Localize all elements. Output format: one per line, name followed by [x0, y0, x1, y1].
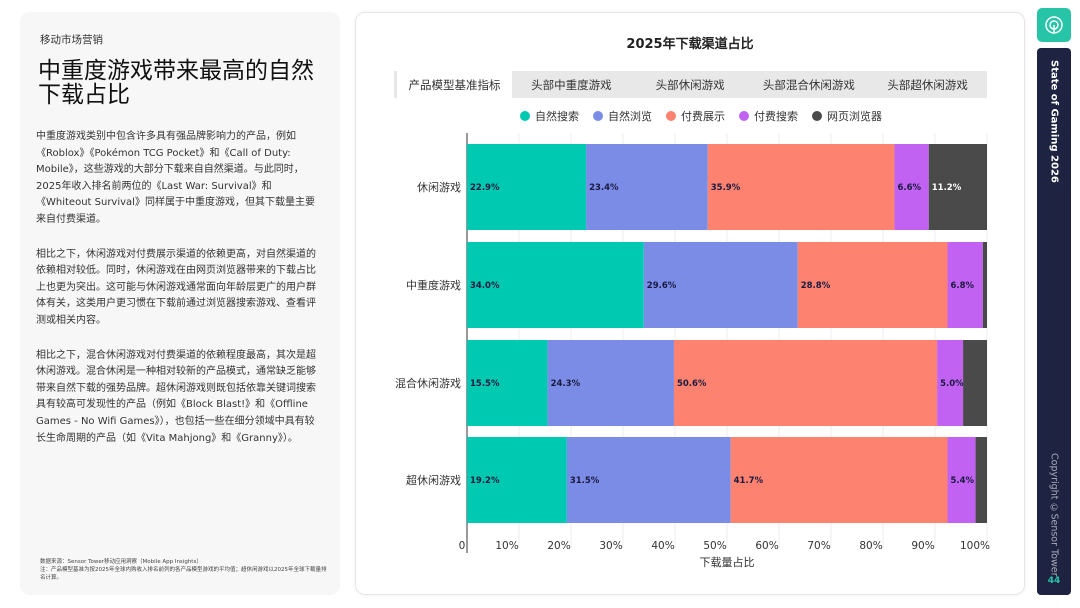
source-note: 数据来源：Sensor Tower移动应用洞察（Mobile App Insig…	[40, 559, 202, 565]
chart-title: 2025年下载渠道占比	[626, 37, 754, 52]
logo-tile	[1037, 8, 1071, 42]
bar-segment	[673, 340, 938, 426]
x-tick-label: 20%	[547, 540, 570, 552]
data-label: 23.4%	[589, 183, 619, 193]
data-label: 5.4%	[950, 476, 974, 486]
tab-bar: 产品模型基准指标 头部中重度游戏 头部休闲游戏 头部混合休闲游戏 头部超休闲游戏	[394, 71, 987, 98]
x-tick-label: 70%	[807, 540, 830, 552]
bar-segment	[467, 242, 644, 328]
x-tick-label: 100%	[960, 540, 990, 552]
legend-item[interactable]: 网页浏览器	[812, 108, 882, 124]
footnotes: 数据来源：Sensor Tower移动应用洞察（Mobile App Insig…	[40, 558, 330, 582]
stacked-bar-chart: 0 10% 20% 30% 40% 50% 60% 70% 80% 90% 100% 下载量占比 休闲游…	[395, 133, 990, 569]
bar-segment	[975, 437, 987, 523]
data-label: 22.9%	[470, 183, 500, 193]
page-title: 中重度游戏带来最高的自然下载占比	[38, 58, 314, 108]
legend-swatch	[739, 111, 749, 121]
legend-label: 付费展示	[681, 110, 725, 123]
legend-item[interactable]: 自然搜索	[520, 108, 579, 124]
bar-segment	[707, 144, 895, 230]
x-tick-label: 50%	[703, 540, 726, 552]
tab-hybrid-casual[interactable]: 头部混合休闲游戏	[762, 77, 855, 92]
legend-label: 付费搜索	[754, 110, 798, 123]
data-label: 35.9%	[711, 183, 741, 193]
copyright: Copyright ©Sensor Tower	[1048, 453, 1060, 577]
x-tick-label: 60%	[755, 540, 778, 552]
tab-hyper-casual[interactable]: 头部超休闲游戏	[887, 77, 968, 92]
paragraph: 相比之下，休闲游戏对付费展示渠道的依赖更高，对自然渠道的依赖相对较低。同时，休闲…	[36, 248, 316, 326]
page-number: 44	[1047, 576, 1061, 586]
bar-segment	[467, 437, 567, 523]
category-label: 中重度游戏	[406, 278, 461, 292]
bar-segment	[947, 242, 983, 328]
legend-swatch	[520, 111, 530, 121]
bar-segment	[547, 340, 674, 426]
bar-segment	[963, 340, 987, 426]
data-label: 24.3%	[551, 379, 581, 389]
x-tick-label: 10%	[495, 540, 518, 552]
x-tick-label: 40%	[651, 540, 674, 552]
data-label: 31.5%	[570, 476, 600, 486]
data-label: 28.8%	[801, 281, 831, 291]
x-axis-label: 下载量占比	[700, 555, 755, 569]
legend-swatch	[593, 111, 603, 121]
data-label: 6.8%	[950, 281, 974, 291]
chart-legend: 自然搜索 自然浏览 付费展示 付费搜索 网页浏览器	[356, 108, 1026, 124]
data-label: 29.6%	[647, 281, 677, 291]
bar-segment	[894, 144, 929, 230]
legend-swatch	[666, 111, 676, 121]
data-label: 11.2%	[932, 183, 962, 193]
bar-segment	[928, 144, 987, 230]
data-label: 15.5%	[470, 379, 500, 389]
text-panel: 移动市场营销 中重度游戏带来最高的自然下载占比 中重度游戏类别中包含许多具有强品…	[20, 12, 340, 595]
bar-segment	[643, 242, 798, 328]
bar-segment	[730, 437, 948, 523]
legend-label: 自然浏览	[608, 110, 652, 123]
sensor-tower-logo-icon	[1045, 16, 1063, 34]
bar-segment	[586, 144, 708, 230]
tab-midcore[interactable]: 头部中重度游戏	[531, 77, 612, 92]
data-label: 6.6%	[897, 183, 921, 193]
data-label: 5.0%	[940, 379, 964, 389]
bar-segment	[467, 340, 548, 426]
x-tick-label: 80%	[859, 540, 882, 552]
bar-segment	[947, 437, 976, 523]
x-tick-label: 90%	[911, 540, 934, 552]
section-eyebrow: 移动市场营销	[40, 34, 103, 46]
legend-item[interactable]: 付费搜索	[739, 108, 798, 124]
report-title: State of Gaming 2026	[1048, 60, 1060, 183]
x-tick-label: 30%	[599, 540, 622, 552]
side-bar: State of Gaming 2026 Copyright ©Sensor T…	[1037, 48, 1071, 595]
tab-benchmark[interactable]: 产品模型基准指标	[397, 71, 512, 98]
data-label: 41.7%	[734, 476, 764, 486]
legend-item[interactable]: 自然浏览	[593, 108, 652, 124]
note: 注：产品模型基准为按2025年全球内购收入排名前列的各产品模型游戏的平均值；超休…	[40, 567, 327, 581]
tab-casual[interactable]: 头部休闲游戏	[655, 77, 725, 92]
data-label: 19.2%	[470, 476, 500, 486]
bar-segment	[982, 242, 987, 328]
legend-label: 自然搜索	[535, 110, 579, 123]
paragraph: 相比之下，混合休闲游戏对付费渠道的依赖程度最高，其次是超休闲游戏。混合休闲是一种…	[36, 349, 316, 444]
legend-item[interactable]: 付费展示	[666, 108, 725, 124]
data-label: 34.0%	[470, 281, 500, 291]
chart-panel: 2025年下载渠道占比 产品模型基准指标 头部中重度游戏 头部休闲游戏 头部混合…	[355, 12, 1025, 595]
category-label: 混合休闲游戏	[395, 376, 461, 390]
bar-segment	[566, 437, 731, 523]
bar-segment	[467, 144, 587, 230]
x-tick-label: 0	[459, 540, 466, 552]
bar-segment	[937, 340, 964, 426]
paragraph: 中重度游戏类别中包含许多具有强品牌影响力的产品，例如《Roblox》《Pokém…	[36, 131, 315, 225]
legend-swatch	[812, 111, 822, 121]
category-label: 休闲游戏	[417, 180, 461, 194]
bar-segment	[797, 242, 948, 328]
category-label: 超休闲游戏	[406, 473, 461, 487]
data-label: 50.6%	[677, 379, 707, 389]
legend-label: 网页浏览器	[827, 110, 882, 123]
